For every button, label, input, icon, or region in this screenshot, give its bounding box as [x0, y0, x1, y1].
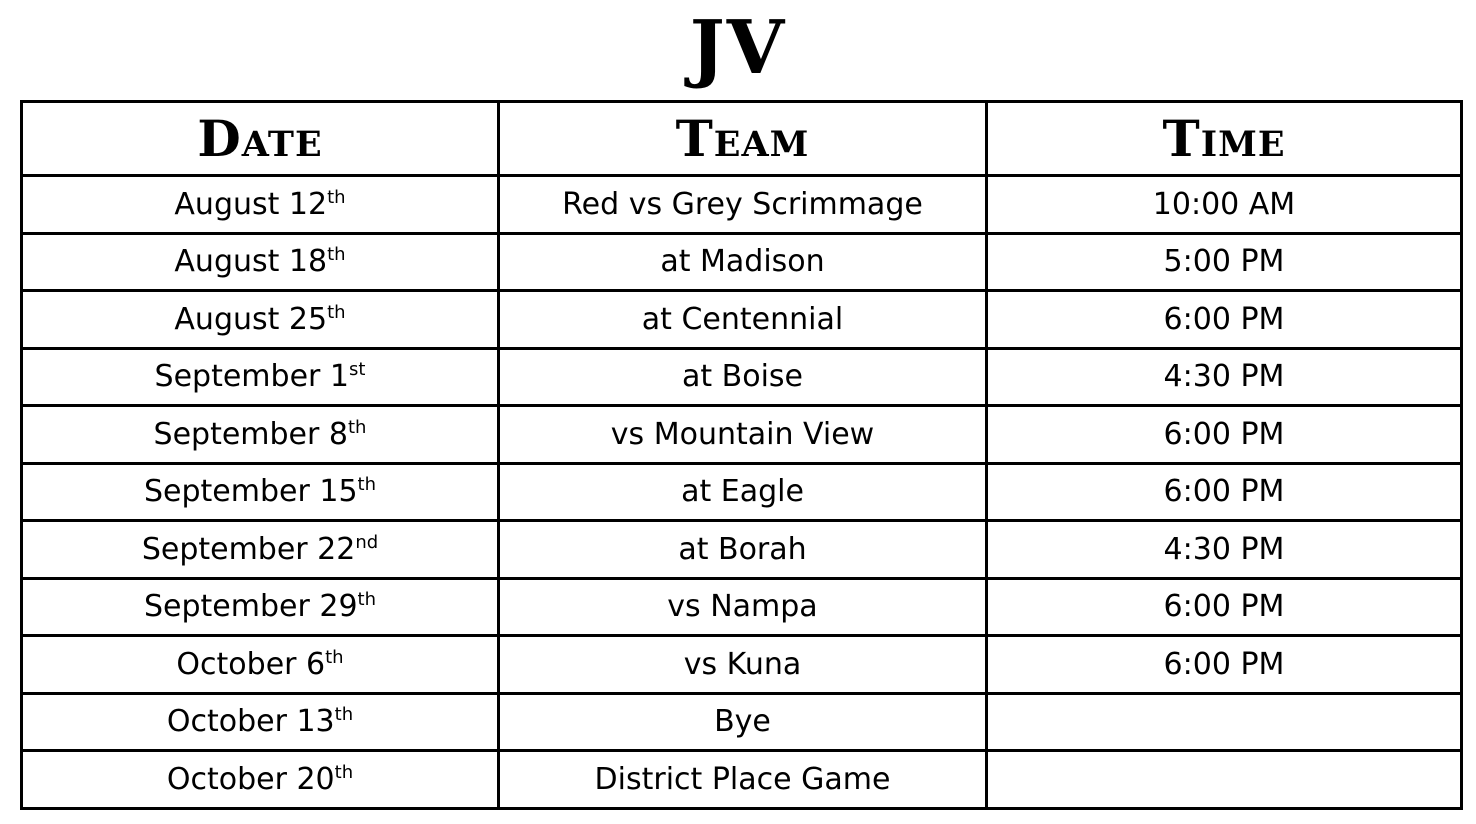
column-header-team: Team	[497, 100, 988, 177]
table-row: August 12th Red vs Grey Scrimmage 10:00 …	[20, 174, 1463, 235]
time-cell: 6:00 PM	[985, 461, 1463, 522]
column-header-date: Date	[20, 100, 500, 177]
team-cell: vs Nampa	[497, 576, 988, 637]
date-text: September 15	[144, 474, 358, 510]
table-row: September 1st at Boise 4:30 PM	[20, 346, 1463, 407]
date-cell: August 12th	[20, 174, 500, 235]
table-row: August 25th at Centennial 6:00 PM	[20, 289, 1463, 350]
date-cell: September 29th	[20, 576, 500, 637]
date-text: September 8	[153, 416, 348, 452]
table-row: September 15th at Eagle 6:00 PM	[20, 461, 1463, 522]
table-row: October 13th Bye	[20, 691, 1463, 752]
date-text: August 25	[174, 301, 328, 337]
team-cell: Red vs Grey Scrimmage	[497, 174, 988, 235]
schedule-body: August 12th Red vs Grey Scrimmage 10:00 …	[20, 174, 1463, 810]
date-cell: September 15th	[20, 461, 500, 522]
time-cell	[985, 691, 1463, 752]
time-cell: 10:00 AM	[985, 174, 1463, 235]
date-text: October 6	[176, 646, 326, 682]
team-cell: at Madison	[497, 231, 988, 292]
date-cell: September 1st	[20, 346, 500, 407]
date-cell: August 18th	[20, 231, 500, 292]
page-title: JV	[689, 5, 787, 91]
date-text: September 29	[144, 589, 358, 625]
date-ordinal-suffix: th	[327, 186, 346, 208]
table-row: August 18th at Madison 5:00 PM	[20, 231, 1463, 292]
time-cell: 4:30 PM	[985, 519, 1463, 580]
team-cell: at Borah	[497, 519, 988, 580]
table-row: September 22nd at Borah 4:30 PM	[20, 519, 1463, 580]
table-row: October 6th vs Kuna 6:00 PM	[20, 634, 1463, 695]
table-row: September 29th vs Nampa 6:00 PM	[20, 576, 1463, 637]
date-text: September 22	[141, 531, 356, 567]
date-cell: October 6th	[20, 634, 500, 695]
date-ordinal-suffix: st	[349, 359, 366, 381]
time-cell: 6:00 PM	[985, 289, 1463, 350]
time-cell: 4:30 PM	[985, 346, 1463, 407]
date-cell: August 25th	[20, 289, 500, 350]
time-cell: 6:00 PM	[985, 634, 1463, 695]
team-cell: vs Kuna	[497, 634, 988, 695]
date-text: August 18	[174, 244, 328, 280]
team-cell: at Eagle	[497, 461, 988, 522]
time-cell	[985, 749, 1463, 810]
date-ordinal-suffix: nd	[355, 531, 379, 553]
time-cell: 6:00 PM	[985, 576, 1463, 637]
date-text: October 20	[166, 761, 335, 797]
team-cell: District Place Game	[497, 749, 988, 810]
time-cell: 6:00 PM	[985, 404, 1463, 465]
date-cell: September 22nd	[20, 519, 500, 580]
team-cell: at Centennial	[497, 289, 988, 350]
table-row: September 8th vs Mountain View 6:00 PM	[20, 404, 1463, 465]
date-ordinal-suffix: th	[327, 301, 346, 323]
header-row: Date Team Time	[20, 100, 1463, 177]
date-ordinal-suffix: th	[325, 646, 344, 668]
date-ordinal-suffix: th	[357, 474, 376, 496]
column-header-time: Time	[985, 100, 1463, 177]
date-ordinal-suffix: th	[357, 589, 376, 611]
date-ordinal-suffix: th	[334, 761, 354, 783]
date-cell: October 13th	[20, 691, 500, 752]
date-text: October 13	[166, 704, 335, 740]
team-cell: at Boise	[497, 346, 988, 407]
date-text: August 12	[174, 186, 328, 222]
date-cell: September 8th	[20, 404, 500, 465]
date-ordinal-suffix: th	[347, 416, 367, 438]
date-cell: October 20th	[20, 749, 500, 810]
team-cell: Bye	[497, 691, 988, 752]
table-row: October 20th District Place Game	[20, 749, 1463, 810]
time-cell: 5:00 PM	[985, 231, 1463, 292]
jv-schedule-table: Date Team Time August 12th Red vs Grey S…	[20, 100, 1463, 810]
team-cell: vs Mountain View	[497, 404, 988, 465]
date-ordinal-suffix: th	[327, 244, 346, 266]
date-ordinal-suffix: th	[334, 704, 354, 726]
date-text: September 1	[154, 359, 349, 395]
